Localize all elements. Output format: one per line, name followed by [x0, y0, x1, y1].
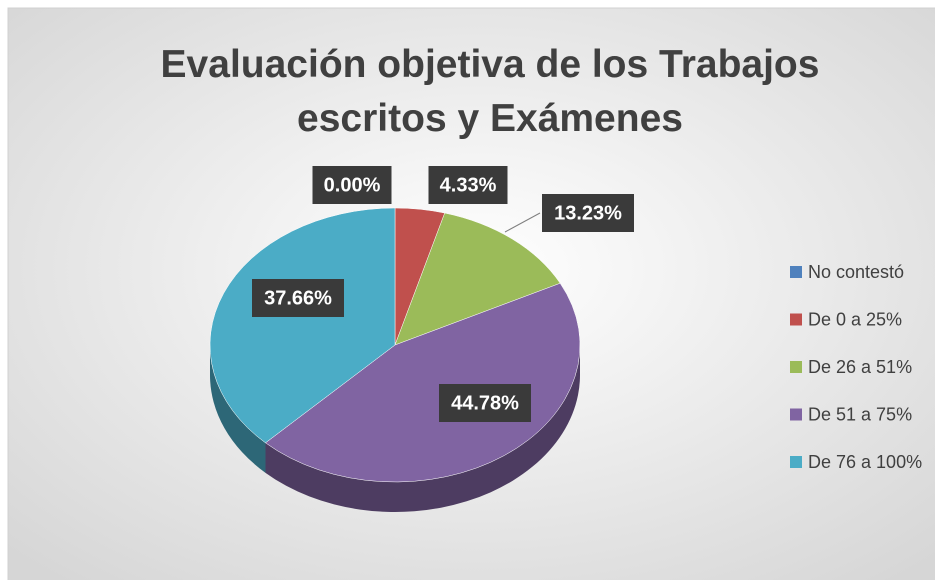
legend-swatch [790, 408, 802, 421]
legend-label: De 51 a 75% [808, 404, 912, 424]
data-label: 4.33% [440, 174, 497, 196]
legend-swatch [790, 313, 802, 326]
data-label: 44.78% [451, 392, 519, 414]
data-label-box [439, 384, 531, 422]
data-label: 37.66% [264, 287, 332, 309]
legend-label: De 26 a 51% [808, 357, 912, 377]
slice [394, 212, 561, 346]
leader-line [504, 212, 541, 233]
data-label-box [428, 166, 508, 204]
legend-label: De 0 a 25% [808, 309, 902, 329]
chart-title: Evaluación objetiva de los Trabajos escr… [160, 43, 820, 140]
data-label-box [542, 194, 634, 232]
data-label-box [312, 166, 392, 204]
data-label: 13.23% [554, 202, 622, 224]
legend-swatch [790, 361, 802, 373]
slice [209, 207, 396, 444]
data-label: 0.00% [324, 174, 381, 196]
legend-label: De 76 a 100% [808, 452, 922, 472]
data-label-box [252, 279, 344, 317]
slice-side [210, 345, 266, 473]
legend-label: No contestó [808, 262, 904, 282]
legend-swatch [790, 456, 802, 468]
slice [265, 282, 581, 483]
slice-side [265, 345, 580, 513]
legend-swatch [790, 266, 802, 278]
